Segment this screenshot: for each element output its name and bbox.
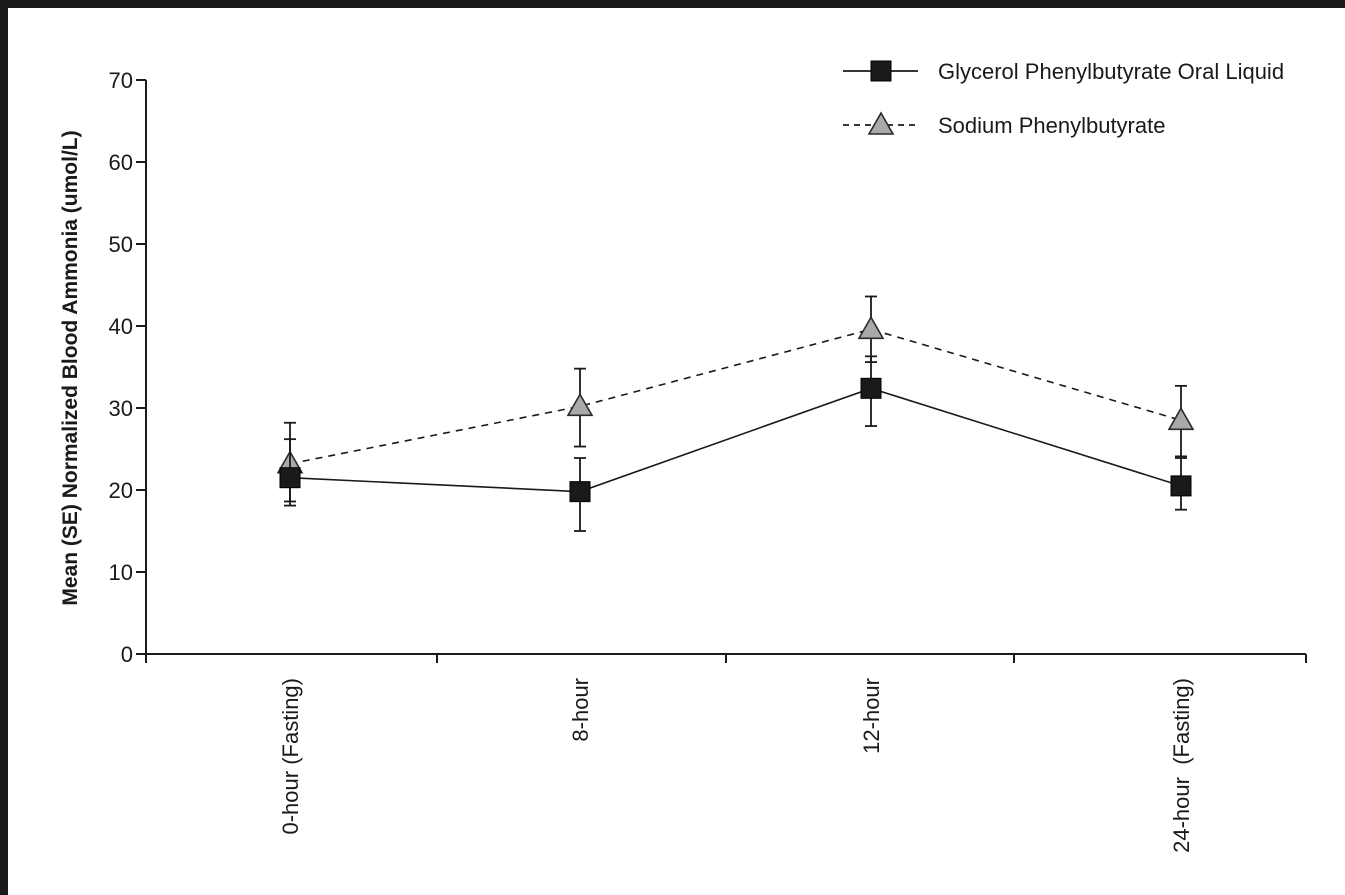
series-line (289, 328, 1182, 465)
legend-item: Glycerol Phenylbutyrate Oral Liquid (843, 59, 1284, 84)
square-marker (860, 377, 882, 399)
square-marker (279, 467, 301, 489)
y-tick-label: 10 (109, 560, 133, 585)
y-tick-labels: 0 10 20 30 40 50 60 70 (109, 68, 133, 667)
y-tick-label: 0 (121, 642, 133, 667)
legend-triangle-marker (867, 111, 895, 135)
x-tick-labels: 0-hour (Fasting) 8-hour 12-hour 24-hour (Fa… (278, 678, 1194, 853)
triangle-marker (566, 392, 594, 417)
legend-item: Sodium Phenylbutyrate (843, 111, 1165, 138)
triangle-marker (1167, 406, 1195, 431)
x-tick-label: 0-hour (Fasting) (278, 678, 303, 835)
square-marker (1170, 475, 1192, 497)
y-tick-label: 50 (109, 232, 133, 257)
series-line (289, 387, 1182, 493)
y-tick-label: 60 (109, 150, 133, 175)
square-marker (569, 481, 591, 503)
y-axis-label: Mean (SE) Normalized Blood Ammonia (umol… (59, 130, 82, 605)
x-tick-label: 24-hour (Fasting) (1169, 678, 1194, 853)
series-sodium (276, 295, 1195, 503)
legend-label: Sodium Phenylbutyrate (938, 113, 1165, 138)
series-glycerol (279, 355, 1192, 532)
y-tick-label: 40 (109, 314, 133, 339)
plot-area (276, 295, 1195, 532)
legend-label: Glycerol Phenylbutyrate Oral Liquid (938, 59, 1284, 84)
y-tick-label: 20 (109, 478, 133, 503)
y-tick-label: 70 (109, 68, 133, 93)
legend: Glycerol Phenylbutyrate Oral Liquid Sodiu… (843, 59, 1284, 138)
legend-square-marker (870, 60, 892, 82)
axes (136, 79, 1307, 663)
triangle-marker (857, 315, 885, 340)
y-tick-label: 30 (109, 396, 133, 421)
x-tick-label: 8-hour (568, 678, 593, 742)
x-tick-label: 12-hour (859, 678, 884, 754)
